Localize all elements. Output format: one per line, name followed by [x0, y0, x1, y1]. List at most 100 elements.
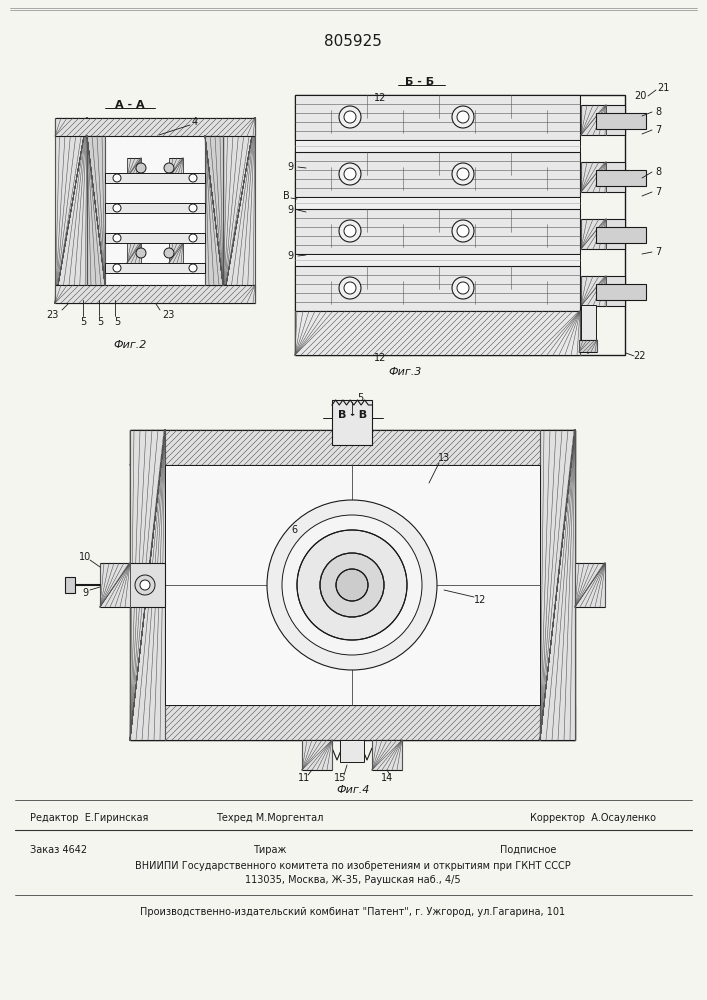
Text: 5: 5	[97, 317, 103, 327]
Circle shape	[113, 264, 121, 272]
Text: 20: 20	[633, 91, 646, 101]
Bar	[130, 430, 575, 465]
Circle shape	[457, 168, 469, 180]
Text: Тираж: Тираж	[253, 845, 286, 855]
Bar	[105, 203, 205, 213]
Text: 9: 9	[287, 162, 293, 172]
Bar	[372, 740, 402, 770]
Bar	[295, 152, 580, 197]
Bar	[575, 563, 605, 607]
Bar	[302, 740, 332, 770]
Text: ВНИИПИ Государственного комитета по изобретениям и открытиям при ГКНТ СССР: ВНИИПИ Государственного комитета по изоб…	[135, 861, 571, 871]
Circle shape	[339, 106, 361, 128]
Circle shape	[344, 111, 356, 123]
Bar	[105, 263, 205, 273]
Circle shape	[135, 575, 155, 595]
Text: Фиг.2: Фиг.2	[113, 340, 146, 350]
Bar	[65, 577, 75, 593]
Bar	[55, 285, 255, 303]
Circle shape	[297, 530, 407, 640]
Bar	[223, 118, 255, 303]
Text: 9: 9	[82, 588, 88, 598]
Text: 113035, Москва, Ж-35, Раушская наб., 4/5: 113035, Москва, Ж-35, Раушская наб., 4/5	[245, 875, 461, 885]
Text: 6: 6	[291, 525, 297, 535]
Circle shape	[457, 282, 469, 294]
Bar	[87, 136, 105, 285]
Text: 9: 9	[287, 251, 293, 261]
Bar	[165, 465, 540, 705]
Circle shape	[344, 282, 356, 294]
Circle shape	[452, 106, 474, 128]
Circle shape	[136, 163, 146, 173]
Bar	[295, 209, 580, 254]
Text: Фиг.3: Фиг.3	[388, 367, 421, 377]
Text: Фиг.4: Фиг.4	[337, 785, 370, 795]
Bar	[581, 105, 625, 135]
Circle shape	[189, 174, 197, 182]
Bar	[130, 430, 165, 740]
Circle shape	[189, 204, 197, 212]
Text: 14: 14	[381, 773, 393, 783]
Text: 15: 15	[334, 773, 346, 783]
Text: 9: 9	[287, 205, 293, 215]
Bar	[540, 430, 575, 740]
Bar	[130, 705, 575, 740]
Text: 23: 23	[46, 310, 58, 320]
Text: 8: 8	[655, 167, 661, 177]
Text: 12: 12	[374, 93, 386, 103]
Text: А - А: А - А	[115, 100, 145, 110]
Text: 23: 23	[162, 310, 174, 320]
Bar	[581, 276, 625, 306]
Circle shape	[339, 220, 361, 242]
Circle shape	[339, 277, 361, 299]
Text: 12: 12	[474, 595, 486, 605]
Bar	[332, 400, 372, 445]
Text: Корректор  А.Осауленко: Корректор А.Осауленко	[530, 813, 656, 823]
Text: Подписное: Подписное	[500, 845, 556, 855]
Text: Производственно-издательский комбинат "Патент", г. Ужгород, ул.Гагарина, 101: Производственно-издательский комбинат "П…	[141, 907, 566, 917]
Bar	[579, 340, 597, 352]
Text: 4: 4	[192, 117, 198, 127]
Text: Редактор  Е.Гиринская: Редактор Е.Гиринская	[30, 813, 148, 823]
Bar	[105, 233, 205, 243]
Bar	[295, 254, 580, 266]
Text: В - В: В - В	[339, 410, 368, 420]
Bar	[295, 197, 580, 209]
Circle shape	[113, 174, 121, 182]
Circle shape	[344, 168, 356, 180]
Bar	[581, 219, 625, 249]
Text: 7: 7	[655, 247, 661, 257]
Circle shape	[457, 111, 469, 123]
Bar	[105, 173, 205, 183]
Text: 5: 5	[114, 317, 120, 327]
Bar	[596, 227, 646, 243]
Text: B: B	[283, 191, 289, 201]
Bar	[127, 158, 141, 178]
Text: 21: 21	[657, 83, 670, 93]
Circle shape	[339, 163, 361, 185]
Circle shape	[164, 248, 174, 258]
Text: 5: 5	[357, 393, 363, 403]
Text: Заказ 4642: Заказ 4642	[30, 845, 87, 855]
Text: Б - Б: Б - Б	[405, 77, 435, 87]
Circle shape	[344, 225, 356, 237]
Circle shape	[189, 234, 197, 242]
Circle shape	[320, 553, 384, 617]
Circle shape	[267, 500, 437, 670]
Bar	[340, 740, 364, 762]
Text: Техред М.Моргентал: Техред М.Моргентал	[216, 813, 324, 823]
Text: 8: 8	[655, 107, 661, 117]
Bar	[55, 118, 255, 136]
Bar	[295, 266, 580, 311]
Text: 22: 22	[633, 351, 646, 361]
Bar	[127, 243, 141, 263]
Circle shape	[282, 515, 422, 655]
Bar	[87, 118, 223, 303]
Text: 12: 12	[374, 353, 386, 363]
Bar	[100, 563, 165, 607]
Bar	[205, 136, 223, 285]
Bar	[596, 170, 646, 186]
Bar	[596, 284, 646, 300]
Bar	[581, 162, 625, 192]
Bar	[169, 158, 183, 178]
